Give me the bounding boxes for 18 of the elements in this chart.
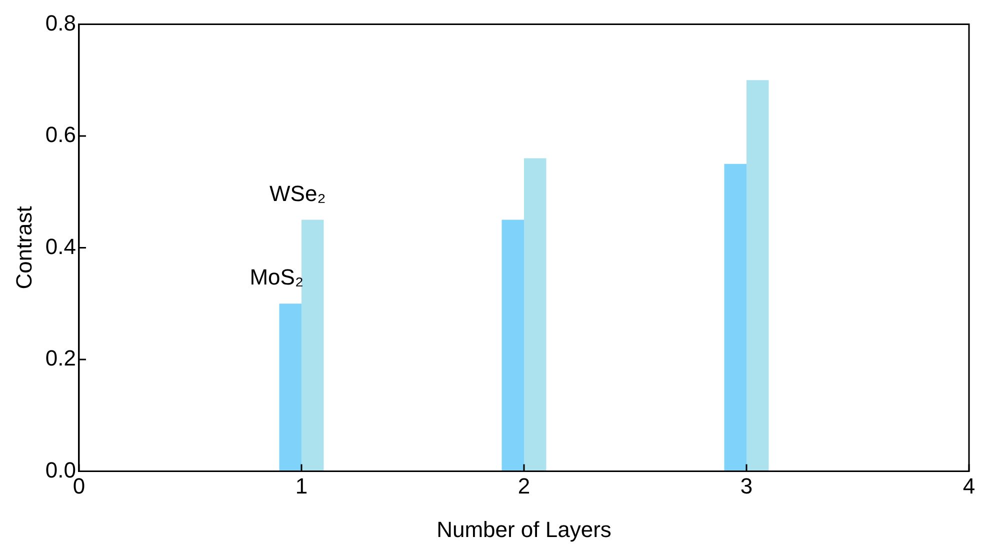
y-tick-label: 0.2 bbox=[45, 346, 76, 371]
x-tick-label: 2 bbox=[518, 473, 530, 498]
x-tick-label: 3 bbox=[740, 473, 753, 498]
x-tick-label: 1 bbox=[295, 473, 308, 498]
x-tick-label: 4 bbox=[962, 473, 976, 498]
x-axis-title: Number of Layers bbox=[436, 516, 612, 542]
bar bbox=[524, 158, 546, 472]
bar bbox=[301, 220, 324, 472]
bar bbox=[279, 304, 302, 472]
y-axis-title: Contrast bbox=[11, 206, 36, 290]
series-label: MoS₂ bbox=[250, 264, 304, 290]
y-tick-label: 0.6 bbox=[45, 122, 76, 148]
y-tick-label: 0.4 bbox=[45, 234, 76, 259]
series-label: WSe₂ bbox=[270, 180, 326, 206]
bar bbox=[502, 220, 524, 472]
bar bbox=[746, 80, 769, 472]
bar bbox=[724, 164, 746, 472]
y-tick-label: 0.8 bbox=[45, 10, 76, 36]
